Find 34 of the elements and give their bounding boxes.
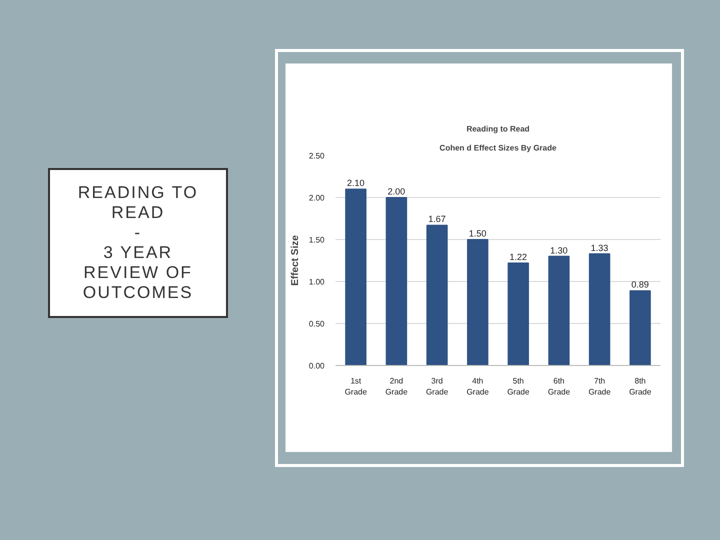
x-tick-label: 3rd Grade — [426, 376, 449, 396]
chart-title: Reading to Read — [466, 124, 530, 134]
x-tick-label: 7th Grade — [588, 376, 612, 396]
y-tick-label: 0.50 — [308, 320, 326, 328]
text: READING TO READ - 3 YEAR REVIEW OF OUTCOMES — [78, 183, 198, 303]
x-tick-label: 1st Grade — [344, 376, 368, 396]
data-label: 2.10 — [347, 178, 365, 188]
bar — [630, 290, 651, 366]
y-tick-label: 1.00 — [308, 278, 326, 286]
y-axis-title: Effect Size — [290, 234, 301, 286]
x-tick-label: 4th Grade — [466, 376, 490, 396]
y-tick-label: 0.00 — [308, 362, 326, 370]
data-label: 1.33 — [590, 242, 608, 253]
bar — [588, 253, 610, 366]
data-label: 1.30 — [550, 245, 568, 256]
x-tick-label: 8th Grade — [629, 376, 652, 396]
data-label: 0.89 — [631, 280, 649, 290]
x-tick-label: 5th Grade — [507, 376, 530, 396]
y-tick-label: 2.00 — [308, 194, 326, 202]
bar — [508, 262, 529, 366]
bar — [386, 197, 408, 366]
bar — [548, 256, 570, 366]
y-tick-label: 1.50 — [308, 236, 326, 244]
bar — [426, 224, 448, 366]
bar — [467, 239, 488, 366]
chart-subtitle: Cohen d Effect Sizes By Grade — [440, 144, 558, 152]
bar — [345, 188, 366, 366]
data-label: 2.00 — [388, 186, 406, 196]
data-label: 1.50 — [468, 228, 486, 238]
x-tick-label: 6th Grade — [548, 376, 571, 396]
data-label: 1.22 — [510, 252, 528, 262]
data-label: 1.67 — [428, 214, 446, 224]
x-tick-label: 2nd Grade — [385, 376, 408, 396]
y-tick-label: 2.50 — [308, 152, 326, 160]
